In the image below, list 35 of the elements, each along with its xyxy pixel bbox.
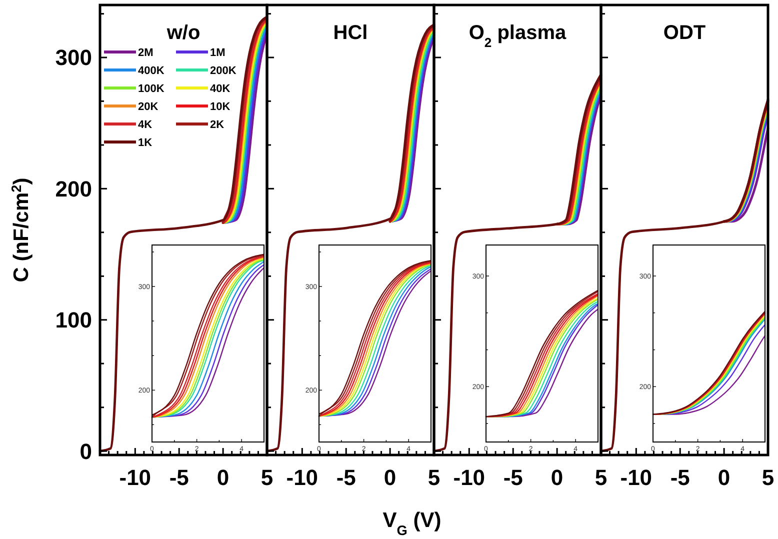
y-tick-label: 200 <box>55 176 92 202</box>
x-tick-label: -10 <box>620 465 652 490</box>
x-tick-label: -10 <box>453 465 486 490</box>
x-tick-label: 0 <box>550 465 564 490</box>
x-tick-label: 0 <box>718 465 730 490</box>
text: w/o <box>166 22 200 44</box>
x-tick-label: -10 <box>119 465 152 490</box>
text: ODT <box>663 22 706 44</box>
x-tick-label: 5 <box>594 465 608 490</box>
x-tick-label: -5 <box>336 465 356 490</box>
legend-label: 200K <box>210 64 236 77</box>
x-tick-label: 5 <box>762 465 774 490</box>
legend-label: 2K <box>210 118 224 131</box>
legend-label: 1M <box>210 46 226 59</box>
legend-label: 1K <box>138 136 152 149</box>
text: O$_{2}$ plasma <box>468 22 568 50</box>
x-tick-label: -5 <box>670 465 690 490</box>
text: HCl <box>333 22 368 44</box>
legend-label: 10K <box>210 100 230 113</box>
x-axis-title: V$_{G}$ (V) <box>382 509 442 538</box>
x-tick-label: -10 <box>286 465 318 490</box>
y-tick-label: 100 <box>55 308 92 333</box>
legend-label: 2M <box>138 46 154 59</box>
legend-label: 20K <box>138 100 158 113</box>
y-tick-label: 300 <box>55 45 92 70</box>
legend-label: 400K <box>138 64 164 77</box>
x-tick-label: -5 <box>169 465 189 490</box>
legend-label: 4K <box>138 118 152 131</box>
x-tick-label: 5 <box>260 465 274 490</box>
x-tick-label: 5 <box>428 465 440 490</box>
legend-label: 100K <box>138 82 164 95</box>
legend-label: 40K <box>210 82 230 95</box>
x-tick-label: 0 <box>216 465 230 490</box>
x-tick-label: -5 <box>503 465 523 490</box>
x-tick-label: 0 <box>384 465 396 490</box>
